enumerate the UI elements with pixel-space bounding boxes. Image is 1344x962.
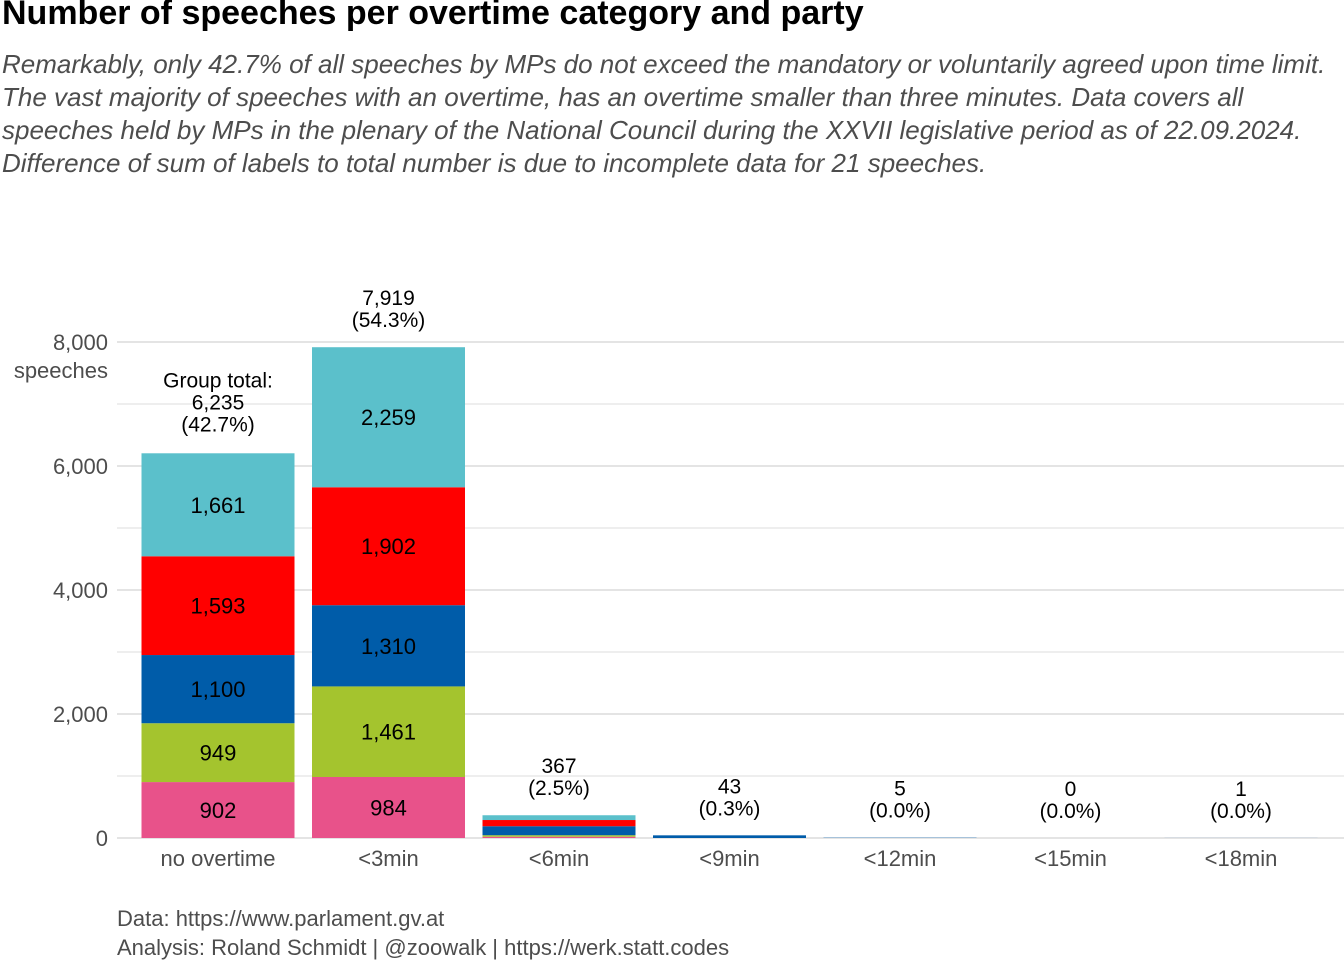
y-axis: 0 2,000 4,000 6,000 8,000 speeches	[14, 330, 108, 851]
segment-label: 1,100	[190, 677, 245, 702]
total-label: (0.0%)	[869, 800, 931, 823]
segment-label: 1,902	[361, 534, 416, 559]
y-tick-label: 8,000	[53, 330, 108, 355]
segment-label: 2,259	[361, 405, 416, 430]
x-tick-label: <6min	[529, 846, 590, 871]
segment-label: 1,310	[361, 634, 416, 659]
segment-label: 1,661	[190, 493, 245, 518]
bar-segment	[483, 837, 636, 838]
total-label: 0	[1065, 778, 1077, 801]
caption-source: Data: https://www.parlament.gv.at	[117, 904, 729, 933]
total-label: (0.0%)	[1210, 800, 1272, 823]
segment-label: 902	[200, 798, 237, 823]
x-axis: no overtime <3min <6min <9min <12min <15min <1…	[161, 846, 1278, 871]
bars: 902 949 1,100 1,593 1,661 Group total:6,235(4…	[142, 287, 1318, 838]
total-label: 43	[718, 775, 741, 798]
y-tick-label: 0	[96, 826, 108, 851]
bar-segment	[653, 835, 806, 838]
segment-label: 1,593	[190, 594, 245, 619]
caption-author: Analysis: Roland Schmidt | @zoowalk | ht…	[117, 933, 729, 962]
x-tick-label: <15min	[1034, 846, 1107, 871]
y-tick-label: 6,000	[53, 454, 108, 479]
x-tick-label: no overtime	[161, 846, 276, 871]
x-tick-label: <9min	[699, 846, 760, 871]
bar-segment	[483, 826, 636, 835]
total-label: 1	[1235, 778, 1247, 801]
total-label: Group total:	[163, 369, 273, 392]
total-label: (42.7%)	[181, 413, 255, 436]
total-label: (54.3%)	[352, 309, 426, 332]
x-tick-label: <18min	[1205, 846, 1278, 871]
total-label: (0.3%)	[699, 797, 761, 820]
total-label: (0.0%)	[1040, 800, 1102, 823]
caption: Data: https://www.parlament.gv.at Analys…	[117, 904, 729, 962]
total-label: (2.5%)	[528, 777, 590, 800]
y-tick-label: 2,000	[53, 702, 108, 727]
total-label: 6,235	[192, 391, 245, 414]
x-tick-label: <12min	[864, 846, 937, 871]
gridlines	[117, 342, 1344, 838]
total-label: 367	[541, 755, 576, 778]
bar-segment	[483, 835, 636, 837]
y-tick-label: 4,000	[53, 578, 108, 603]
bar-segment	[483, 820, 636, 826]
y-axis-label: speeches	[14, 358, 108, 383]
segment-label: 949	[200, 741, 237, 766]
bar-segment	[483, 815, 636, 820]
x-tick-label: <3min	[358, 846, 419, 871]
segment-label: 1,461	[361, 720, 416, 745]
total-label: 5	[894, 778, 906, 801]
segment-label: 984	[370, 795, 407, 820]
total-label: 7,919	[362, 287, 415, 310]
